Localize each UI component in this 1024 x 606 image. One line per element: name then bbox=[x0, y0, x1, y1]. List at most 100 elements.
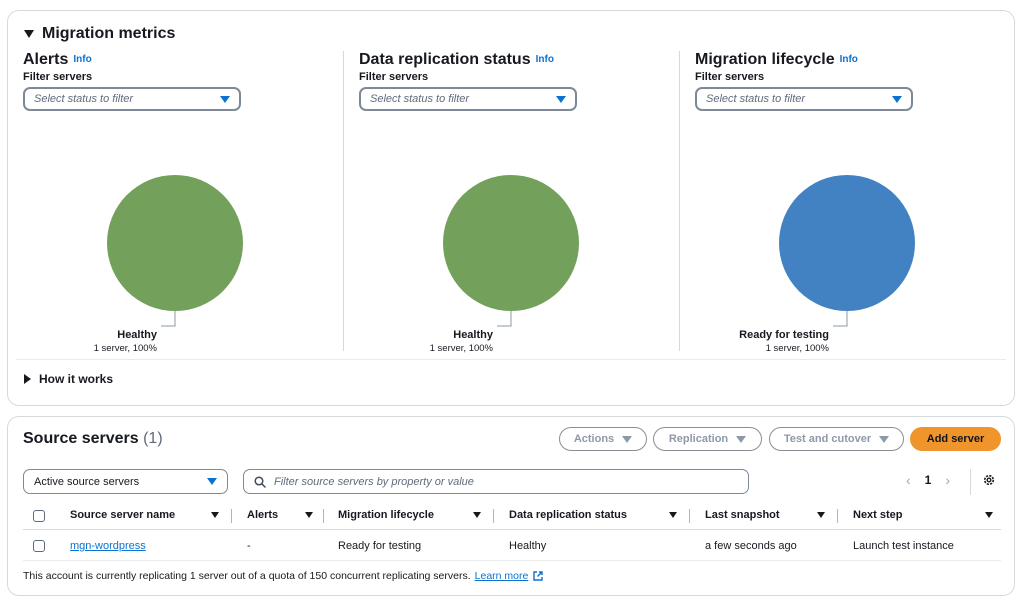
alerts-pie-slice-healthy[interactable] bbox=[107, 175, 243, 311]
quota-note: This account is currently replicating 1 … bbox=[23, 570, 544, 582]
external-link-icon[interactable] bbox=[532, 570, 544, 582]
server-name-link[interactable]: mgn-wordpress bbox=[70, 540, 146, 552]
learn-more-link[interactable]: Learn more bbox=[474, 570, 529, 582]
column-header-replication[interactable]: Data replication status bbox=[509, 509, 627, 521]
alerts-pie-chart bbox=[107, 175, 243, 327]
migration-metrics-toggle[interactable]: Migration metrics bbox=[24, 25, 175, 43]
select-all-checkbox[interactable] bbox=[33, 510, 45, 522]
column-resizer[interactable] bbox=[493, 509, 494, 523]
column-header-lifecycle[interactable]: Migration lifecycle bbox=[338, 509, 434, 521]
column-resizer[interactable] bbox=[323, 509, 324, 523]
current-page-number[interactable]: 1 bbox=[924, 473, 932, 487]
column-divider bbox=[343, 51, 344, 351]
column-resizer[interactable] bbox=[689, 509, 690, 523]
how-it-works-toggle[interactable]: How it works bbox=[24, 372, 113, 386]
lifecycle-status-filter[interactable]: Select status to filter bbox=[695, 87, 913, 111]
pagination: ‹ 1 › bbox=[906, 472, 950, 488]
replication-button[interactable]: Replication bbox=[653, 427, 762, 451]
dropdown-arrow-icon bbox=[879, 435, 890, 443]
alerts-info-link[interactable]: Info bbox=[73, 54, 92, 65]
dropdown-arrow-icon bbox=[220, 95, 230, 103]
dropdown-arrow-icon bbox=[622, 435, 633, 443]
lifecycle-info-link[interactable]: Info bbox=[839, 54, 858, 65]
source-servers-count: (1) bbox=[143, 430, 163, 447]
sort-icon[interactable] bbox=[473, 512, 481, 518]
dropdown-arrow-icon bbox=[892, 95, 902, 103]
replication-pie-label: Healthy 1 server, 100% bbox=[430, 329, 493, 354]
sort-icon[interactable] bbox=[817, 512, 825, 518]
lifecycle-pie-slice-ready[interactable] bbox=[779, 175, 915, 311]
sort-icon[interactable] bbox=[211, 512, 219, 518]
column-resizer[interactable] bbox=[231, 509, 232, 523]
replication-pie-leader-line bbox=[497, 311, 512, 327]
alerts-title: Alerts bbox=[23, 51, 69, 68]
dropdown-arrow-icon bbox=[556, 95, 566, 103]
alerts-metric: Alerts Info Filter servers Select status … bbox=[23, 51, 343, 354]
quota-note-text: This account is currently replicating 1 … bbox=[23, 570, 471, 582]
actions-button-label: Actions bbox=[573, 433, 615, 445]
migration-metrics-panel: Migration metrics Alerts Info Filter serv… bbox=[7, 10, 1015, 406]
lifecycle-pie-label-sub: 1 server, 100% bbox=[765, 343, 829, 354]
column-header-alerts[interactable]: Alerts bbox=[247, 509, 279, 521]
lifecycle-pie-chart bbox=[779, 175, 915, 327]
alerts-pie-label: Healthy 1 server, 100% bbox=[94, 329, 157, 354]
alerts-pie-leader-line bbox=[161, 311, 176, 327]
alerts-pie-label-sub: 1 server, 100% bbox=[93, 343, 157, 354]
server-lifecycle-cell: Ready for testing bbox=[338, 540, 422, 552]
column-resizer[interactable] bbox=[837, 509, 838, 523]
lifecycle-filter-placeholder: Select status to filter bbox=[706, 93, 806, 105]
replication-pie-label-sub: 1 server, 100% bbox=[429, 343, 493, 354]
add-server-button[interactable]: Add server bbox=[910, 427, 1001, 451]
server-alerts-cell: - bbox=[247, 540, 251, 552]
server-next-step-cell: Launch test instance bbox=[853, 540, 954, 552]
replication-filter-placeholder: Select status to filter bbox=[370, 93, 470, 105]
table-row: mgn-wordpress - Ready for testing Health… bbox=[23, 531, 1001, 561]
sort-icon[interactable] bbox=[305, 512, 313, 518]
replication-filter-label: Filter servers bbox=[359, 71, 429, 83]
sort-icon[interactable] bbox=[669, 512, 677, 518]
lifecycle-filter-label: Filter servers bbox=[695, 71, 765, 83]
test-cutover-button[interactable]: Test and cutover bbox=[769, 427, 904, 451]
test-cutover-button-label: Test and cutover bbox=[783, 433, 872, 445]
replication-pie-chart bbox=[443, 175, 579, 327]
section-divider bbox=[16, 359, 1006, 360]
lifecycle-pie-label-name: Ready for testing bbox=[739, 329, 829, 341]
settings-gear-icon[interactable] bbox=[982, 473, 996, 487]
lifecycle-metric: Migration lifecycle Info Filter servers S… bbox=[695, 51, 1005, 354]
table-header: Source server name Alerts Migration life… bbox=[23, 505, 1001, 530]
add-server-button-label: Add server bbox=[926, 433, 985, 445]
server-state-select[interactable]: Active source servers bbox=[23, 469, 228, 494]
dropdown-arrow-icon bbox=[207, 478, 217, 485]
replication-status-filter[interactable]: Select status to filter bbox=[359, 87, 577, 111]
source-servers-panel: Source servers (1) Actions Replication T… bbox=[7, 416, 1015, 596]
previous-page-button[interactable]: ‹ bbox=[906, 472, 911, 488]
column-header-snapshot[interactable]: Last snapshot bbox=[705, 509, 780, 521]
alerts-filter-label: Filter servers bbox=[23, 71, 93, 83]
alerts-pie-label-name: Healthy bbox=[117, 329, 157, 341]
replication-info-link[interactable]: Info bbox=[535, 54, 554, 65]
column-header-next-step[interactable]: Next step bbox=[853, 509, 903, 521]
expand-caret-icon bbox=[24, 374, 31, 384]
replication-pie-slice-healthy[interactable] bbox=[443, 175, 579, 311]
server-state-select-value: Active source servers bbox=[34, 475, 140, 488]
server-replication-cell: Healthy bbox=[509, 540, 547, 552]
pagination-divider bbox=[970, 469, 971, 495]
source-servers-title: Source servers (1) bbox=[23, 430, 163, 448]
replication-pie-label-name: Healthy bbox=[453, 329, 493, 341]
server-snapshot-cell: a few seconds ago bbox=[705, 540, 797, 552]
lifecycle-pie-label: Ready for testing 1 server, 100% bbox=[739, 329, 829, 354]
migration-metrics-title: Migration metrics bbox=[42, 25, 176, 42]
alerts-status-filter[interactable]: Select status to filter bbox=[23, 87, 241, 111]
source-servers-title-text: Source servers bbox=[23, 430, 139, 447]
server-search-input[interactable]: Filter source servers by property or val… bbox=[243, 469, 749, 494]
column-header-name[interactable]: Source server name bbox=[70, 509, 176, 521]
lifecycle-title: Migration lifecycle bbox=[695, 51, 835, 68]
replication-metric: Data replication status Info Filter serve… bbox=[359, 51, 679, 354]
server-search-placeholder: Filter source servers by property or val… bbox=[274, 475, 474, 488]
replication-title: Data replication status bbox=[359, 51, 531, 68]
sort-icon[interactable] bbox=[985, 512, 993, 518]
row-select-checkbox[interactable] bbox=[33, 540, 45, 552]
next-page-button[interactable]: › bbox=[945, 472, 951, 488]
replication-button-label: Replication bbox=[668, 433, 729, 445]
actions-button[interactable]: Actions bbox=[559, 427, 647, 451]
